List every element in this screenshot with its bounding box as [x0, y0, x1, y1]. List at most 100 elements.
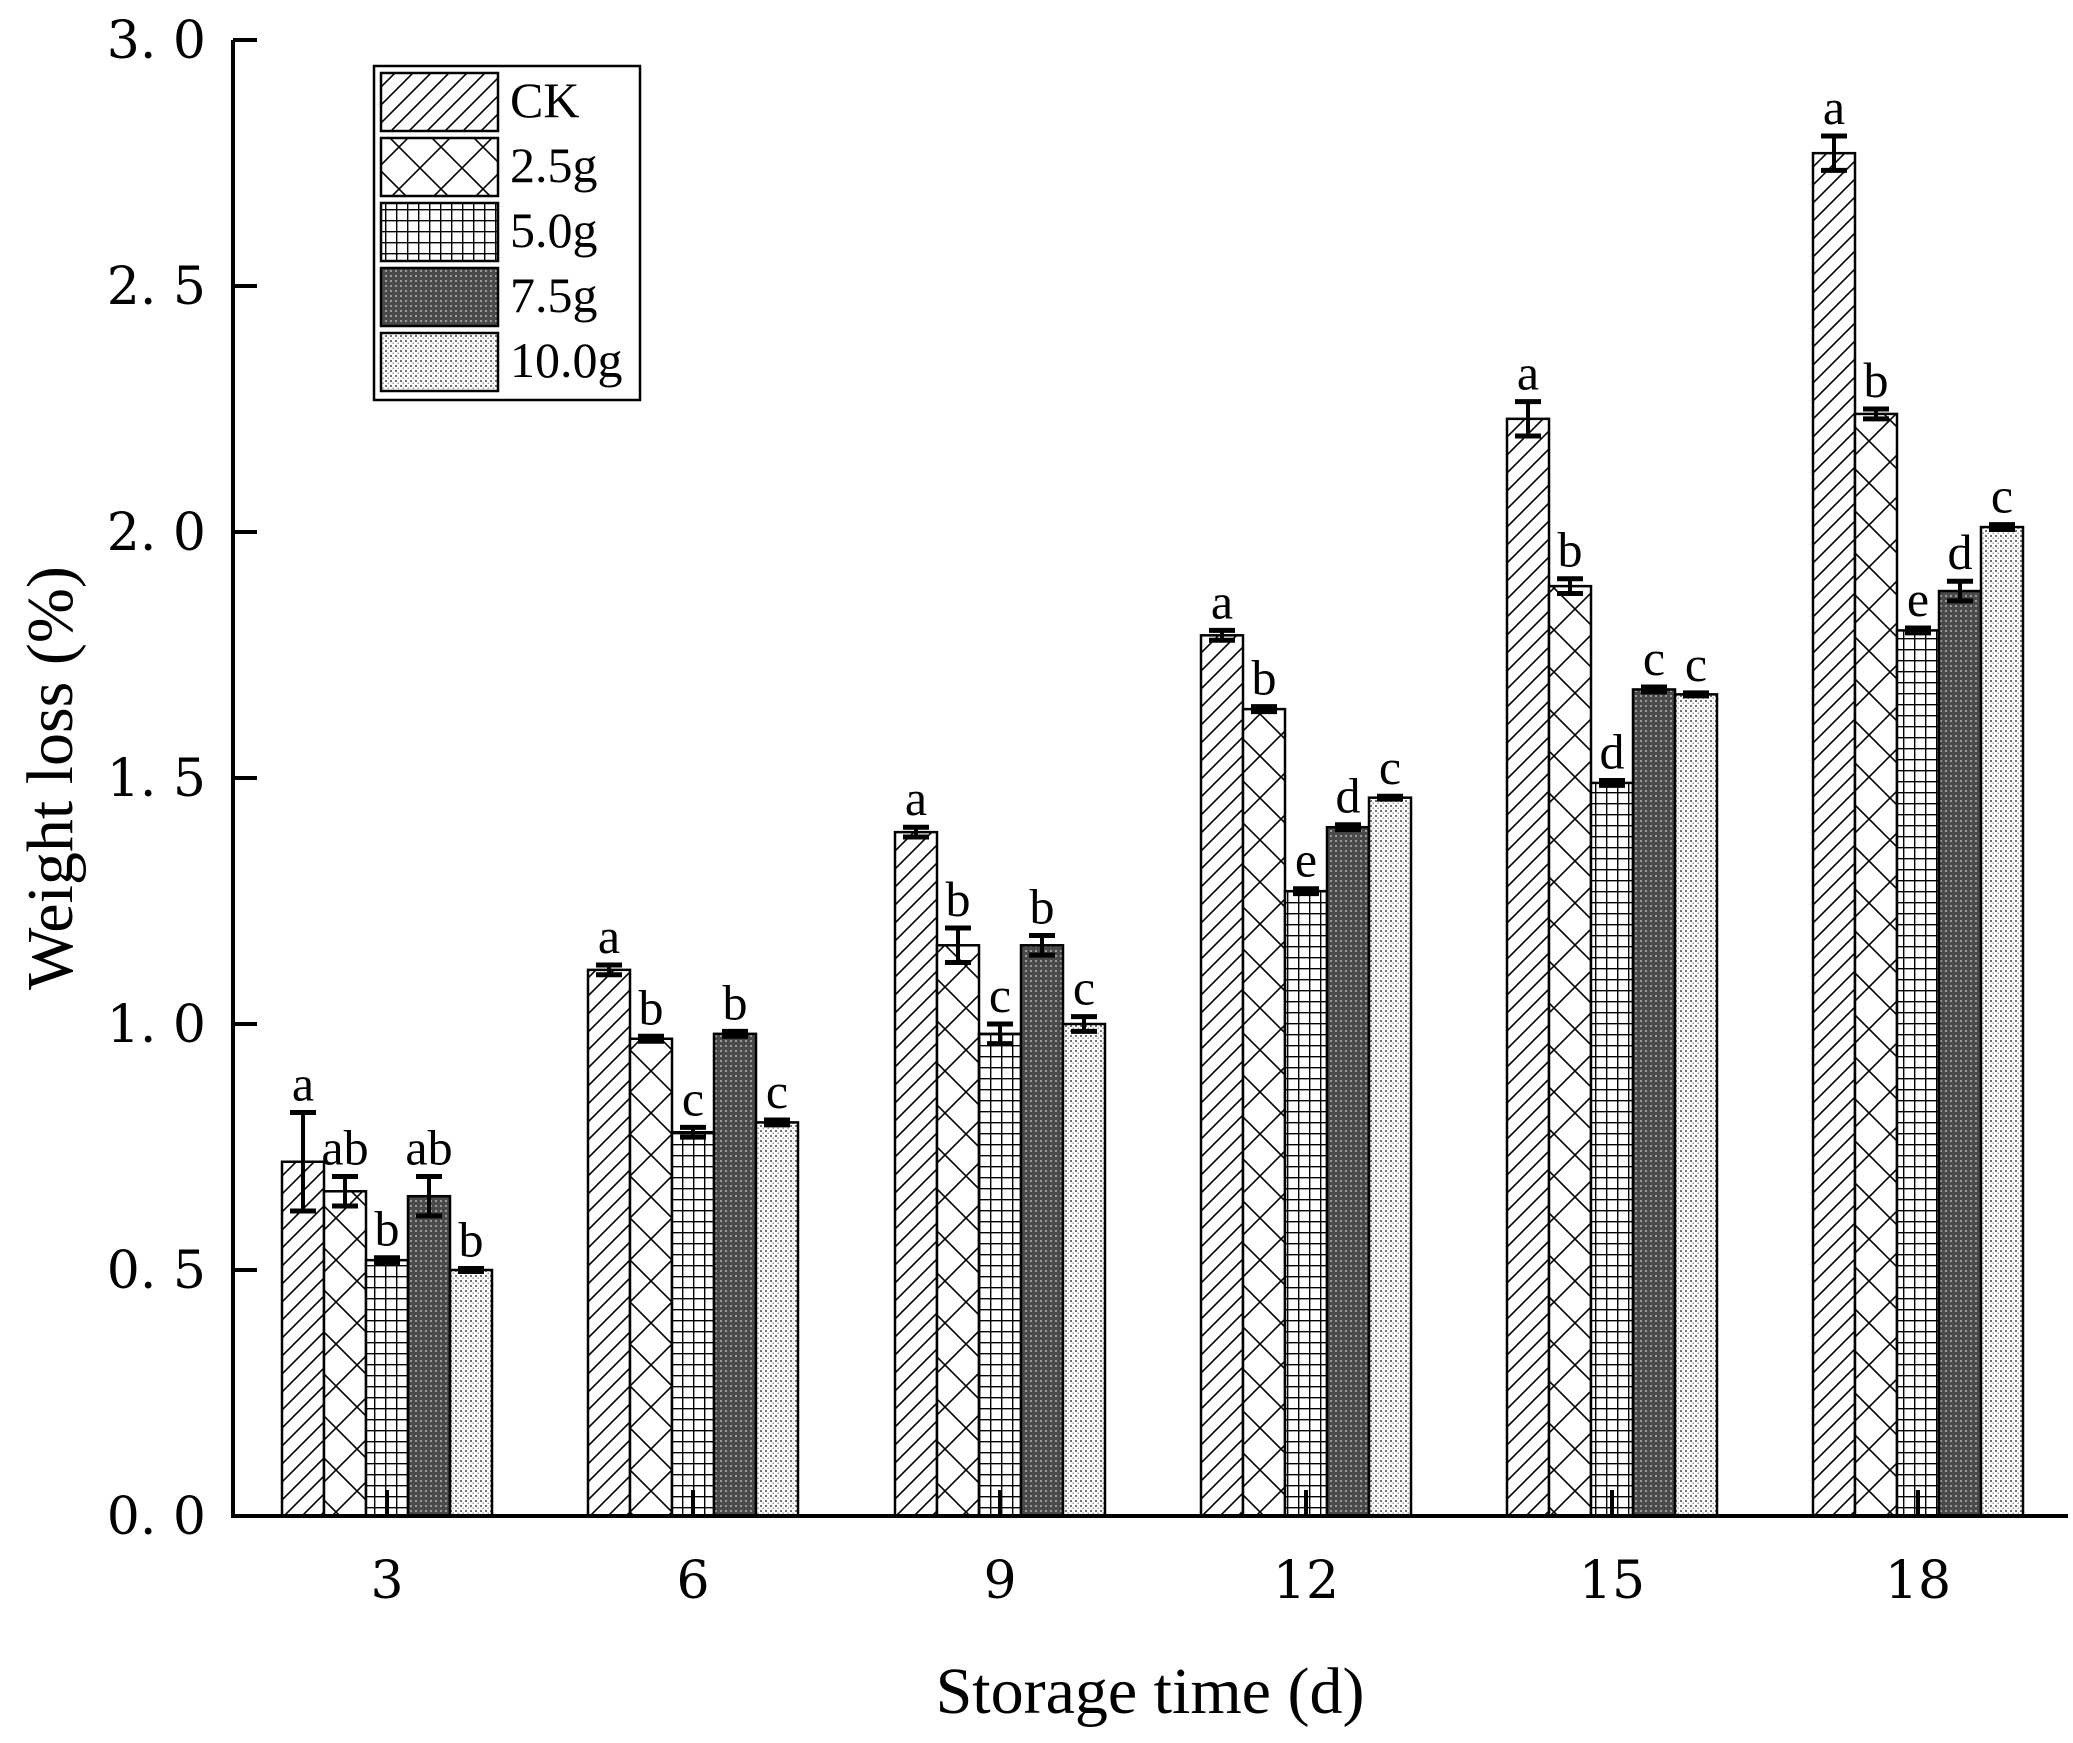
- significance-label: c: [1991, 468, 2013, 524]
- significance-label: b: [1030, 878, 1055, 934]
- legend-item-7.5g: 7.5g: [379, 266, 598, 328]
- significance-label: b: [723, 974, 748, 1030]
- error-bar: [1989, 522, 2015, 533]
- error-bar: [764, 1117, 790, 1128]
- significance-label: e: [1295, 832, 1317, 888]
- y-ticks: 0. 0 0. 5 1. 0 1. 5 2. 0 2. 5 3. 0: [107, 11, 257, 1547]
- significance-label: d: [1600, 723, 1625, 779]
- bar-5.0g-day-3: [364, 1258, 410, 1518]
- bar-10.0g-day-9: [1061, 1022, 1107, 1518]
- significance-label: b: [1864, 352, 1889, 408]
- bar-2.5g-day-18: [1853, 412, 1899, 1518]
- significance-label: c: [1073, 960, 1095, 1016]
- error-bar: [458, 1266, 484, 1274]
- error-bar: [945, 925, 971, 965]
- error-bar: [1905, 625, 1931, 636]
- legend-swatch: [379, 201, 500, 263]
- significance-label: c: [1643, 630, 1665, 686]
- bar-2.5g-day-15: [1547, 584, 1593, 1518]
- error-bar: [1029, 932, 1055, 958]
- significance-label: a: [598, 908, 620, 964]
- error-bar: [1515, 399, 1541, 439]
- legend-item-CK: CK: [379, 71, 579, 133]
- bar-5.0g-day-6: [670, 1130, 716, 1518]
- significance-label: a: [1211, 573, 1233, 629]
- bar-7.5g-day-9: [1019, 944, 1065, 1518]
- legend-swatch: [379, 331, 500, 393]
- error-bar: [1293, 886, 1319, 897]
- error-bar: [1557, 576, 1583, 596]
- error-bar: [374, 1255, 400, 1266]
- legend-label: CK: [510, 72, 579, 128]
- bar-CK-day-3: [280, 1160, 326, 1518]
- legend-label: 7.5g: [510, 267, 598, 323]
- legend-swatch: [379, 71, 500, 133]
- error-bar: [596, 962, 622, 978]
- legend-swatch: [379, 266, 500, 328]
- bar-7.5g-day-6: [712, 1032, 758, 1518]
- y-tick-label: 3. 0: [107, 11, 206, 71]
- bar-2.5g-day-3: [322, 1190, 368, 1518]
- error-bar: [1641, 684, 1667, 695]
- significance-label: b: [639, 979, 664, 1035]
- x-axis-title: Storage time (d): [936, 1655, 1365, 1728]
- error-bar: [1821, 133, 1847, 173]
- y-axis-title: Weight loss (%): [14, 566, 87, 990]
- bar-7.5g-day-12: [1325, 825, 1371, 1518]
- error-bar: [1377, 793, 1403, 802]
- bar-10.0g-day-15: [1673, 693, 1719, 1518]
- error-bar: [1071, 1014, 1097, 1034]
- bar-10.0g-day-12: [1367, 796, 1413, 1518]
- error-bar: [903, 824, 929, 840]
- error-bar: [1599, 777, 1625, 788]
- significance-label: c: [766, 1063, 788, 1119]
- bar-2.5g-day-12: [1241, 707, 1287, 1518]
- bar-5.0g-day-15: [1589, 781, 1635, 1518]
- bar-7.5g-day-15: [1631, 688, 1677, 1518]
- y-tick-label: 0. 0: [107, 1487, 206, 1547]
- error-bar: [638, 1033, 664, 1044]
- bar-10.0g-day-18: [1979, 525, 2025, 1518]
- error-bar: [987, 1021, 1013, 1047]
- x-ticks: 3 6 9 12 15 18: [370, 1490, 1951, 1611]
- x-tick-label: 18: [1885, 1551, 1951, 1611]
- significance-label: c: [1685, 636, 1707, 692]
- error-bar: [416, 1174, 442, 1219]
- error-bar: [680, 1124, 706, 1140]
- significance-label: a: [1823, 79, 1845, 135]
- error-bar: [1683, 690, 1709, 699]
- bar-5.0g-day-9: [977, 1032, 1023, 1518]
- bar-2.5g-day-9: [935, 944, 981, 1518]
- significance-label: c: [989, 967, 1011, 1023]
- y-tick-label: 0. 5: [107, 1241, 206, 1301]
- bar-7.5g-day-3: [406, 1194, 452, 1518]
- y-tick-label: 2. 5: [107, 257, 206, 317]
- error-bar: [1947, 578, 1973, 604]
- significance-label: d: [1948, 524, 1973, 580]
- significance-label: a: [292, 1056, 314, 1112]
- significance-label: d: [1336, 768, 1361, 824]
- y-tick-label: 2. 0: [107, 503, 206, 563]
- error-bar: [332, 1174, 358, 1209]
- y-tick-label: 1. 0: [107, 995, 206, 1055]
- significance-label: b: [946, 871, 971, 927]
- legend-swatch: [379, 136, 500, 198]
- bar-CK-day-15: [1505, 417, 1551, 1518]
- error-bar: [1335, 822, 1361, 833]
- bar-10.0g-day-6: [754, 1121, 800, 1518]
- significance-label: b: [375, 1201, 400, 1257]
- significance-label: b: [1252, 650, 1277, 706]
- legend-item-2.5g: 2.5g: [379, 136, 598, 198]
- x-tick-label: 15: [1579, 1551, 1645, 1611]
- legend-label: 2.5g: [510, 137, 598, 193]
- significance-label: ab: [321, 1120, 368, 1176]
- bar-2.5g-day-6: [628, 1037, 674, 1518]
- significance-label: a: [905, 770, 927, 826]
- error-bar: [1209, 627, 1235, 643]
- significance-label: e: [1907, 571, 1929, 627]
- error-bars-layer: [290, 133, 2015, 1274]
- error-bar: [1251, 704, 1277, 715]
- legend: CK 2.5g 5.0g 7.5g 10.0g: [372, 64, 642, 402]
